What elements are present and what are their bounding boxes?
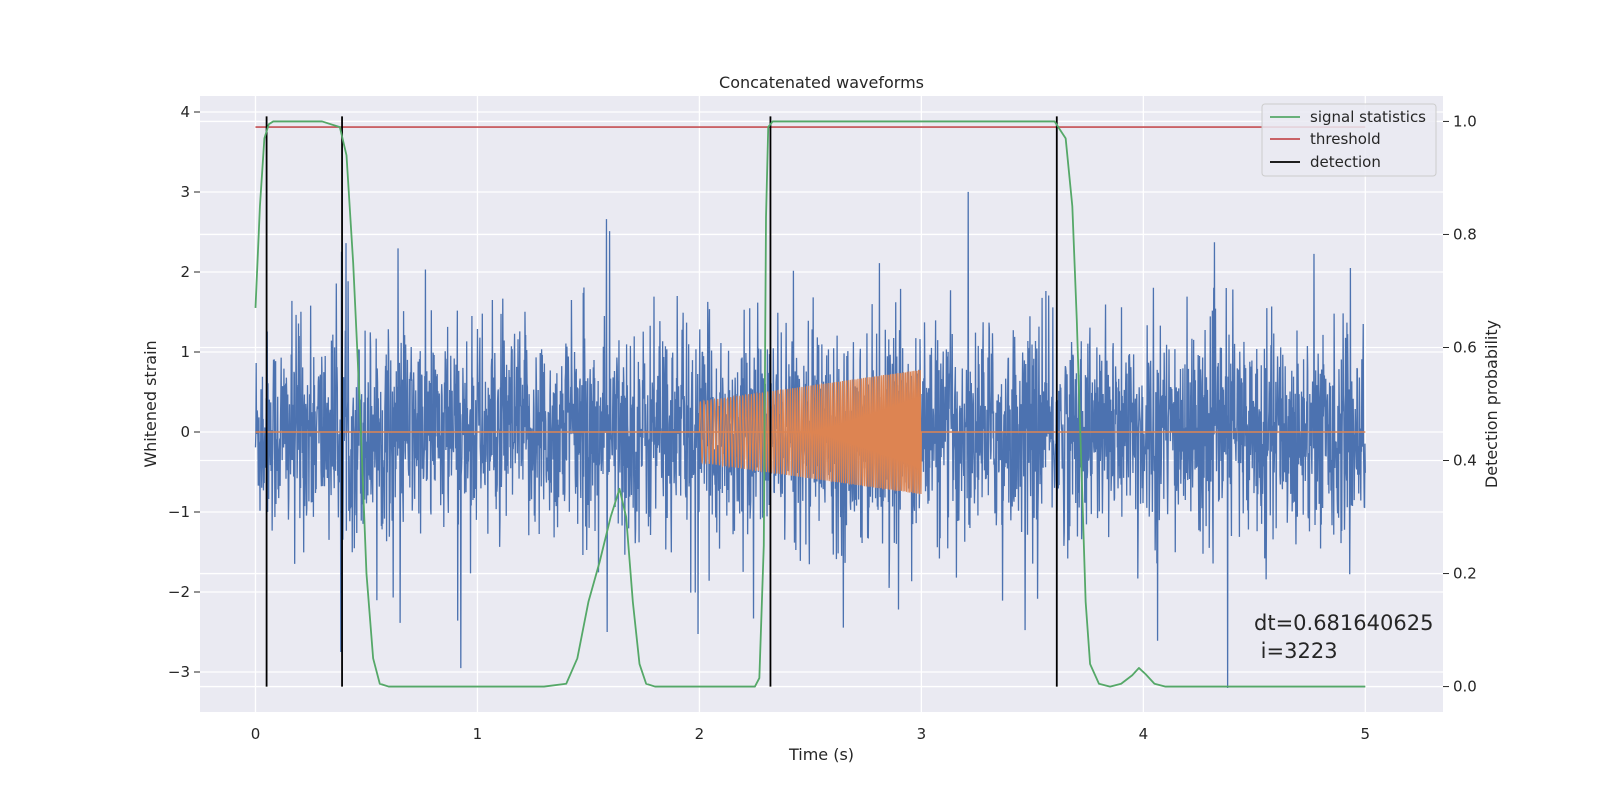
y-tick-label: 2: [180, 263, 190, 281]
y-right-tick-label: 0.2: [1453, 565, 1477, 583]
y-tick-label: 0: [180, 423, 190, 441]
y-axis-label: Whitened strain: [141, 340, 160, 467]
y-tick-label: −1: [168, 503, 190, 521]
legend-label-signal-statistics: signal statistics: [1310, 108, 1426, 126]
annotation-index: i=3223: [1254, 639, 1338, 663]
x-tick-label: 2: [695, 725, 705, 743]
y-tick-label: 4: [180, 103, 190, 121]
x-tick-label: 5: [1361, 725, 1371, 743]
chart-title: Concatenated waveforms: [719, 73, 924, 92]
chirp-waveform: [698, 369, 922, 496]
y-right-tick-label: 0.6: [1453, 338, 1477, 356]
y-right-tick-label: 1.0: [1453, 112, 1477, 130]
legend-box: [1261, 103, 1437, 177]
x-tick-label: 4: [1139, 725, 1149, 743]
strain-noise-line: [254, 191, 1366, 689]
y-tick-label: 1: [180, 343, 190, 361]
x-tick-label: 1: [473, 725, 483, 743]
y-right-tick-label: 0.8: [1453, 225, 1477, 243]
x-tick-label: 3: [917, 725, 927, 743]
legend-label-detection: detection: [1310, 153, 1381, 171]
signal-statistics-line: [254, 120, 1366, 688]
y-tick-label: 3: [180, 183, 190, 201]
annotation-dt: dt=0.681640625: [1254, 611, 1433, 635]
x-axis-label: Time (s): [788, 745, 854, 764]
legend: signal statistics threshold detection: [1261, 103, 1437, 177]
y-right-tick-label: 0.0: [1453, 678, 1477, 696]
y-right-tick-label: 0.4: [1453, 452, 1477, 470]
strain-noise-series: [254, 191, 1366, 689]
y-axis-label-right: Detection probability: [1482, 320, 1501, 488]
x-tick-label: 0: [251, 725, 261, 743]
detection-overlay: [254, 116, 1366, 688]
y-tick-label: −2: [168, 583, 190, 601]
legend-label-threshold: threshold: [1310, 130, 1381, 148]
injected-chirp-series: [255, 369, 1366, 496]
axis-ticks: 0 1 2 3 4 5 4 3 2 1 0 −1 −2 −3 1.0 0.8 0.6 0.4 0.2 0.0: [168, 103, 1477, 743]
y-tick-label: −3: [168, 663, 190, 681]
